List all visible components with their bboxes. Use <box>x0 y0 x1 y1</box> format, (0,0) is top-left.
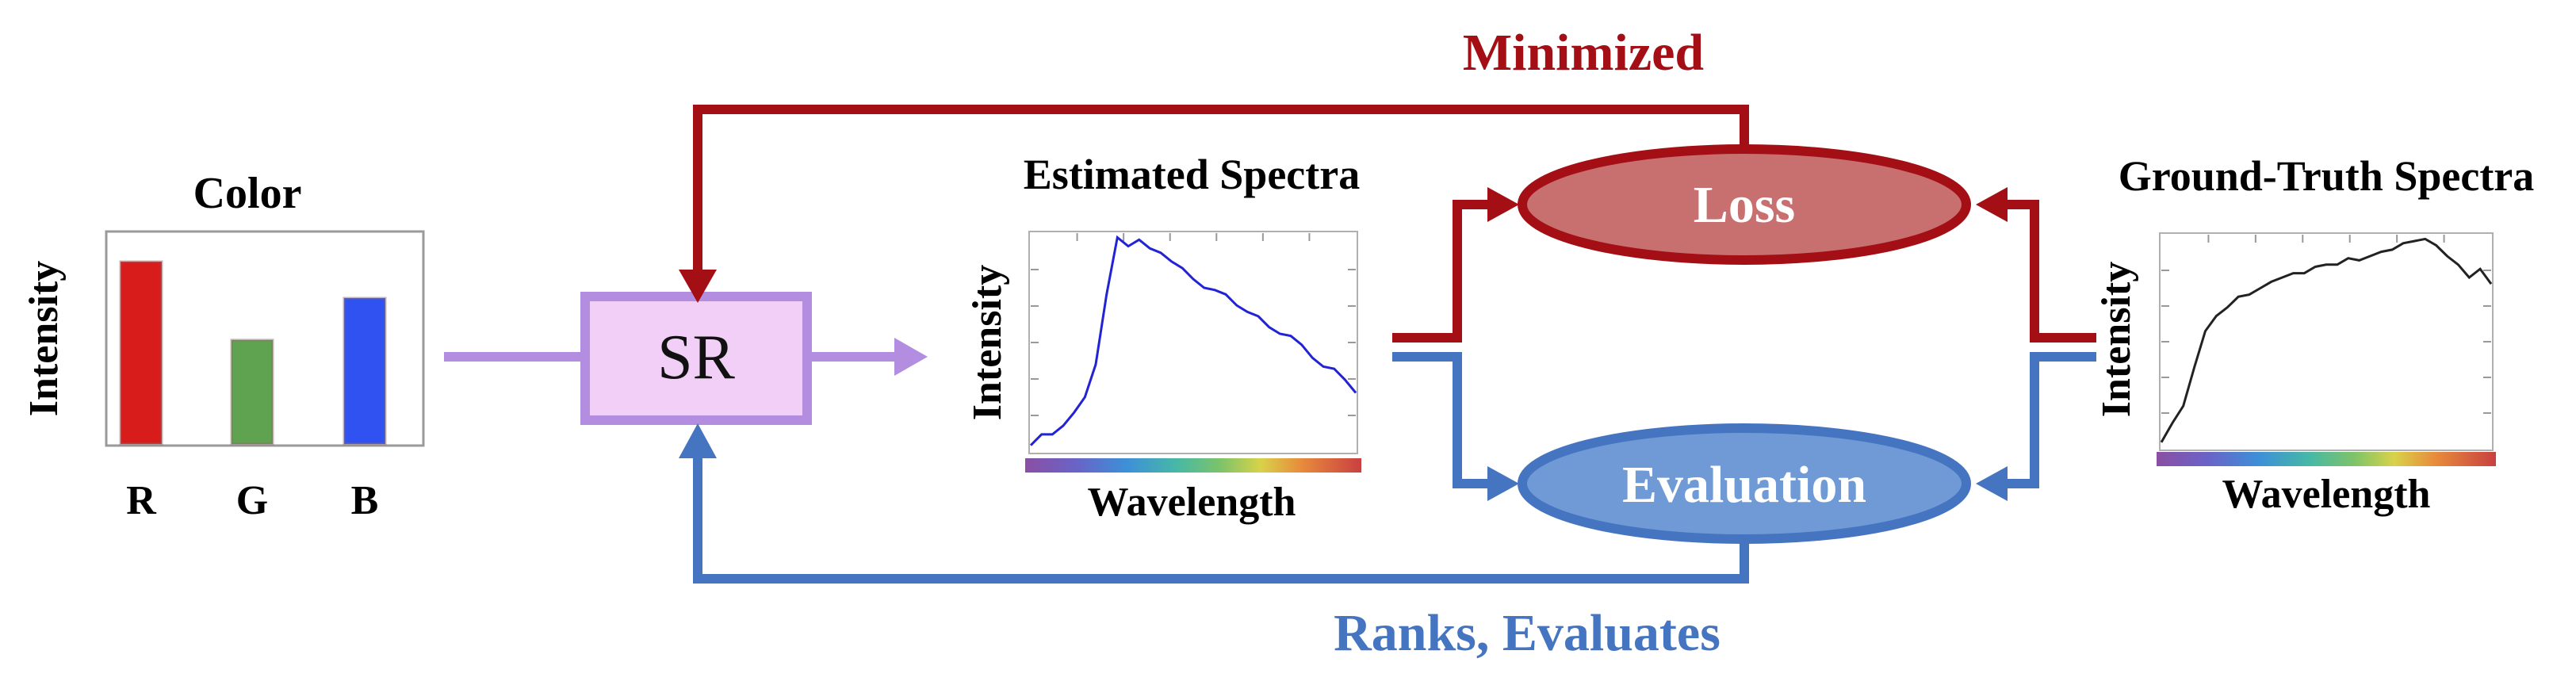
minimized-feedback-line <box>693 105 1749 274</box>
estimated-frame <box>1028 231 1358 454</box>
ground-truth-wavelength-bar <box>2157 452 2496 466</box>
ground-truth-panel: Ground-Truth Spectra Wavelength Intensit… <box>2094 152 2534 517</box>
color-bars <box>119 260 387 446</box>
color-panel: Color Intensity R G B <box>21 169 425 523</box>
estimated-to-loss-arrow-head <box>1487 187 1519 222</box>
ground-truth-ticks <box>2161 235 2491 414</box>
estimated-xlabel: Wavelength <box>1088 480 1296 525</box>
ground-truth-title: Ground-Truth Spectra <box>2119 152 2535 200</box>
estimated-to-evaluation-arrow-head <box>1487 466 1519 501</box>
estimated-title: Estimated Spectra <box>1024 151 1360 198</box>
estimated-spectrum-line <box>1029 235 1357 446</box>
gt-to-evaluation-arrow-head <box>1976 466 2008 501</box>
evaluation-flow: Evaluation Ranks, Evaluates <box>679 352 2096 662</box>
evaluation-label: Evaluation <box>1622 456 1866 514</box>
color-bar-label-r: R <box>126 478 157 523</box>
color-bar-r <box>119 260 163 446</box>
minimized-feedback-arrow-head <box>679 270 717 303</box>
ranks-feedback-arrow-head <box>679 423 717 458</box>
gt-to-loss-line <box>2004 200 2096 342</box>
estimated-ticks <box>1031 233 1356 416</box>
estimated-to-evaluation-line <box>1392 352 1491 488</box>
ground-truth-spectrum-line <box>2160 237 2493 443</box>
color-bar-b <box>343 297 387 446</box>
estimated-to-loss-line <box>1392 200 1491 342</box>
color-bar-g <box>230 339 274 446</box>
loss-flow: Minimized Loss <box>679 24 2096 342</box>
estimated-ylabel: Intensity <box>965 265 1010 420</box>
color-panel-title: Color <box>193 169 302 218</box>
loss-node[interactable] <box>1518 144 1971 265</box>
color-bar-label-b: B <box>351 478 379 523</box>
color-bar-label-g: G <box>236 478 268 523</box>
output-arrow-head <box>894 338 928 376</box>
gt-to-loss-arrow-head <box>1976 187 2008 222</box>
gt-to-evaluation-line <box>2004 352 2096 488</box>
ground-truth-xlabel: Wavelength <box>2222 472 2431 517</box>
ground-truth-frame <box>2159 232 2494 451</box>
ranks-feedback-line <box>693 452 1749 584</box>
sr-label: SR <box>657 323 735 392</box>
loss-label: Loss <box>1694 176 1795 234</box>
sr-block: SR <box>444 292 928 425</box>
ground-truth-ylabel: Intensity <box>2094 262 2139 417</box>
estimated-wavelength-bar <box>1025 458 1361 473</box>
color-panel-ylabel: Intensity <box>21 261 67 416</box>
estimated-panel: Estimated Spectra Wavelength Intensity <box>965 151 1361 525</box>
minimized-label: Minimized <box>1463 24 1704 82</box>
ranks-evaluates-label: Ranks, Evaluates <box>1334 604 1721 662</box>
